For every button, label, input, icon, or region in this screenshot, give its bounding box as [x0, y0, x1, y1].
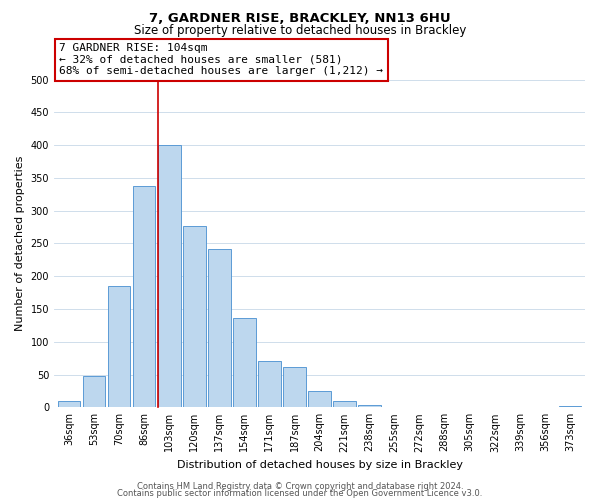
Bar — [183, 226, 206, 408]
Bar — [559, 406, 581, 407]
Bar — [308, 391, 331, 407]
Bar — [108, 286, 130, 408]
X-axis label: Distribution of detached houses by size in Brackley: Distribution of detached houses by size … — [176, 460, 463, 470]
Text: 7 GARDNER RISE: 104sqm
← 32% of detached houses are smaller (581)
68% of semi-de: 7 GARDNER RISE: 104sqm ← 32% of detached… — [59, 43, 383, 76]
Text: Contains HM Land Registry data © Crown copyright and database right 2024.: Contains HM Land Registry data © Crown c… — [137, 482, 463, 491]
Bar — [158, 145, 181, 407]
Bar — [283, 366, 306, 408]
Bar — [83, 376, 106, 408]
Bar — [58, 401, 80, 407]
Bar — [233, 318, 256, 408]
Bar — [258, 362, 281, 408]
Bar — [358, 406, 381, 407]
Y-axis label: Number of detached properties: Number of detached properties — [15, 156, 25, 331]
Text: Size of property relative to detached houses in Brackley: Size of property relative to detached ho… — [134, 24, 466, 37]
Bar — [133, 186, 155, 408]
Bar — [208, 248, 230, 408]
Text: 7, GARDNER RISE, BRACKLEY, NN13 6HU: 7, GARDNER RISE, BRACKLEY, NN13 6HU — [149, 12, 451, 26]
Text: Contains public sector information licensed under the Open Government Licence v3: Contains public sector information licen… — [118, 489, 482, 498]
Bar — [333, 402, 356, 407]
